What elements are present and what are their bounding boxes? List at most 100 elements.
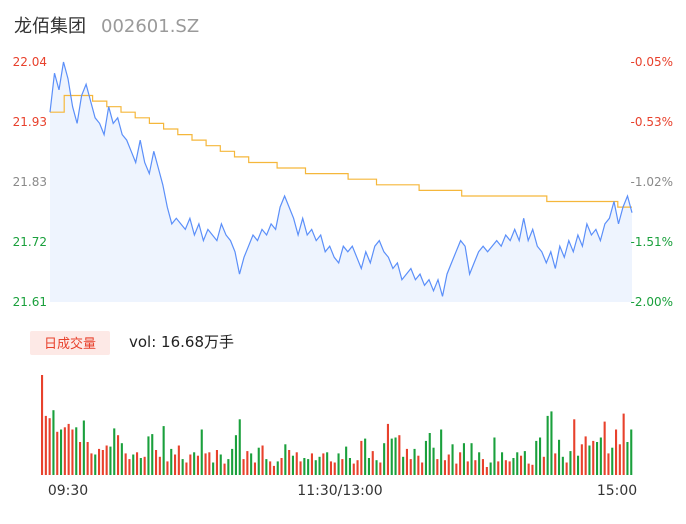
volume-bar: [310, 453, 313, 475]
volume-bar: [132, 454, 135, 475]
volume-bar: [512, 458, 515, 475]
volume-bar: [470, 443, 473, 475]
volume-bar: [493, 437, 496, 475]
volume-bar: [227, 459, 230, 475]
volume-bar: [333, 462, 336, 475]
volume-bar: [622, 413, 625, 475]
volume-bar: [394, 437, 397, 475]
volume-bar: [356, 460, 359, 475]
volume-bar: [546, 415, 549, 475]
volume-bar: [215, 450, 218, 475]
volume-bar: [212, 462, 215, 475]
volume-bar: [527, 463, 530, 475]
x-tick: 11:30/13:00: [297, 483, 382, 499]
volume-bar: [284, 444, 287, 475]
volume-bar: [561, 456, 564, 475]
volume-bar: [516, 452, 519, 475]
volume-bar: [520, 455, 523, 475]
y-tick-left: 21.83: [13, 175, 47, 189]
y-tick-right: -1.51%: [631, 235, 673, 249]
volume-bar: [155, 450, 158, 475]
stock-name: 龙佰集团: [14, 16, 86, 37]
volume-bar: [580, 444, 583, 475]
volume-bar: [322, 453, 325, 475]
volume-bar: [41, 375, 44, 475]
y-tick-right: -0.53%: [631, 115, 673, 129]
volume-bar: [497, 461, 500, 475]
volume-bar: [223, 463, 226, 475]
volume-bar: [375, 460, 378, 475]
volume-bar: [48, 418, 51, 475]
x-axis: 09:30 11:30/13:00 15:00: [48, 483, 637, 499]
x-tick: 09:30: [48, 483, 88, 499]
volume-bar: [607, 453, 610, 475]
volume-bar: [447, 454, 450, 475]
volume-bar: [402, 456, 405, 475]
volume-bar: [124, 453, 127, 475]
volume-bar: [196, 455, 199, 475]
volume-bar: [421, 462, 424, 475]
volume-bar: [67, 423, 70, 475]
volume-bar: [162, 426, 165, 475]
volume-bar: [424, 440, 427, 475]
y-tick-left: 21.93: [13, 115, 47, 129]
volume-bar: [185, 462, 188, 475]
volume-bar: [288, 450, 291, 475]
volume-badge-label: 日成交量: [44, 336, 96, 352]
volume-bar: [117, 435, 120, 475]
volume-bar: [508, 461, 511, 475]
volume-bar: [485, 467, 488, 475]
volume-bar: [136, 452, 139, 475]
volume-bar: [383, 443, 386, 475]
y-tick-left: 21.61: [13, 295, 47, 309]
volume-bar: [409, 459, 412, 475]
volume-bar: [52, 410, 55, 475]
volume-bar: [603, 421, 606, 475]
volume-bar: [455, 463, 458, 475]
volume-bar: [367, 458, 370, 475]
volume-bar: [535, 440, 538, 475]
volume-bar: [158, 456, 161, 475]
volume-bar: [246, 451, 249, 475]
volume-bar: [348, 458, 351, 475]
volume-bar: [398, 435, 401, 475]
volume-bar: [573, 419, 576, 475]
volume-bar: [261, 445, 264, 475]
volume-bar: [276, 461, 279, 475]
volume-bar: [75, 427, 78, 475]
volume-bar: [257, 447, 260, 475]
x-tick: 15:00: [597, 483, 637, 499]
price-area: [50, 62, 632, 302]
volume-bar: [166, 461, 169, 475]
volume-bar: [234, 435, 237, 475]
volume-bar: [242, 459, 245, 475]
volume-bar: [379, 462, 382, 475]
volume-bar: [170, 448, 173, 475]
volume-bar: [584, 436, 587, 475]
y-axis-right: -0.05% -0.53% -1.02% -1.51% -2.00%: [631, 55, 673, 309]
volume-bar: [630, 429, 633, 475]
volume-bar: [360, 440, 363, 475]
volume-bar: [71, 429, 74, 475]
volume-bar: [626, 442, 629, 475]
volume-bar: [86, 442, 89, 475]
volume-bar: [177, 445, 180, 475]
volume-bar: [481, 459, 484, 475]
volume-bar: [105, 445, 108, 475]
volume-bar: [599, 437, 602, 475]
volume-bar: [565, 462, 568, 475]
volume-bar: [459, 452, 462, 475]
volume-bar: [113, 428, 116, 475]
volume-bar: [143, 456, 146, 475]
volume-bar: [592, 440, 595, 475]
volume-bar: [120, 443, 123, 475]
volume-bar: [94, 454, 97, 475]
volume-bar: [109, 446, 112, 475]
y-tick-right: -2.00%: [631, 295, 673, 309]
volume-bar: [569, 451, 572, 475]
volume-bar: [219, 454, 222, 475]
volume-bar: [618, 444, 621, 475]
volume-bar: [523, 451, 526, 475]
volume-bar: [364, 438, 367, 475]
volume-bar: [318, 456, 321, 475]
